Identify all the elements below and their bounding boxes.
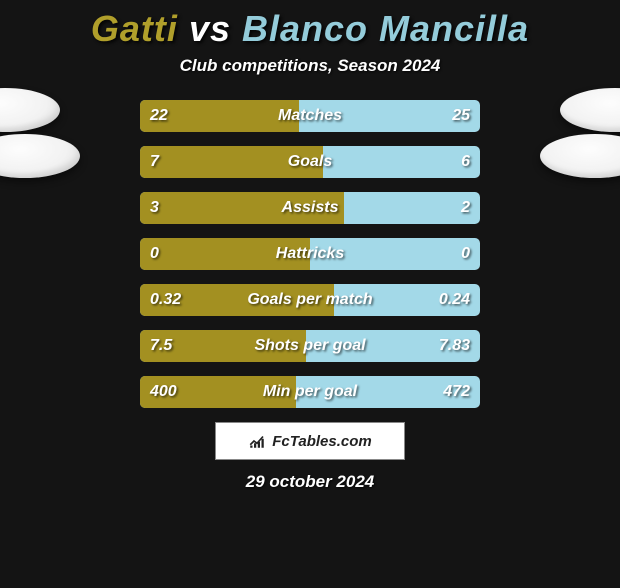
stat-left-value: 400 (150, 383, 177, 401)
stat-row: 0 Hattricks 0 (140, 238, 480, 270)
stat-label: Hattricks (276, 245, 344, 263)
stat-label: Shots per goal (254, 337, 365, 355)
stat-label: Assists (282, 199, 339, 217)
stat-left-value: 22 (150, 107, 168, 125)
stats-bars: 22 Matches 25 7 Goals 6 3 Assists 2 0 Hattricks 0 0.… (140, 100, 480, 408)
title-right: Blanco Mancilla (242, 8, 529, 49)
stat-row: 7.5 Shots per goal 7.83 (140, 330, 480, 362)
stat-row: 7 Goals 6 (140, 146, 480, 178)
stat-row: 3 Assists 2 (140, 192, 480, 224)
stat-left-value: 0 (150, 245, 159, 263)
chart-icon (248, 432, 266, 450)
title-left: Gatti (91, 8, 178, 49)
stat-label: Goals per match (247, 291, 372, 309)
stat-right-value: 2 (461, 199, 470, 217)
stat-right-value: 472 (443, 383, 470, 401)
photo-placeholder-icon (0, 134, 80, 178)
logo-text: FcTables.com (272, 433, 371, 450)
player-photo-right (506, 94, 616, 204)
stat-left-value: 3 (150, 199, 159, 217)
stat-left-value: 7.5 (150, 337, 172, 355)
stat-right-value: 7.83 (439, 337, 470, 355)
stat-right-value: 0 (461, 245, 470, 263)
stat-row: 0.32 Goals per match 0.24 (140, 284, 480, 316)
stat-left-value: 0.32 (150, 291, 181, 309)
stat-row: 400 Min per goal 472 (140, 376, 480, 408)
photo-placeholder-icon (540, 134, 620, 178)
title-vs: vs (189, 8, 231, 49)
photo-placeholder-icon (0, 88, 60, 132)
subtitle: Club competitions, Season 2024 (0, 56, 620, 76)
stat-label: Min per goal (263, 383, 357, 401)
stat-right-value: 6 (461, 153, 470, 171)
stat-left-value: 7 (150, 153, 159, 171)
stat-row: 22 Matches 25 (140, 100, 480, 132)
stat-label: Goals (288, 153, 332, 171)
site-logo[interactable]: FcTables.com (215, 422, 405, 460)
stat-right-value: 0.24 (439, 291, 470, 309)
photo-placeholder-icon (560, 88, 620, 132)
player-photo-left (4, 94, 114, 204)
date: 29 october 2024 (0, 472, 620, 492)
page-title: Gatti vs Blanco Mancilla (0, 8, 620, 50)
stat-right-value: 25 (452, 107, 470, 125)
stat-label: Matches (278, 107, 342, 125)
